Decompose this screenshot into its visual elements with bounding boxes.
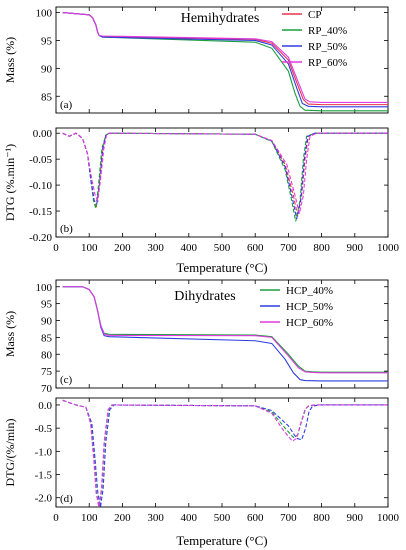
y-tick-label: 75 — [41, 366, 53, 378]
y-tick-label: -0.20 — [29, 232, 52, 244]
series-line-rp-60- — [62, 132, 388, 214]
y-axis-label: DTG (%.min⁻¹) — [3, 144, 17, 221]
x-tick-label: 100 — [81, 242, 98, 254]
x-tick-label: 900 — [347, 242, 364, 254]
x-tick-label: 1000 — [377, 512, 400, 524]
x-tick-label: 200 — [114, 242, 131, 254]
x-tick-label: 900 — [347, 512, 364, 524]
x-tick-label: 0 — [53, 512, 59, 524]
x-tick-label: 300 — [147, 242, 164, 254]
panel-label: (c) — [60, 374, 73, 386]
series-line-rp-50- — [62, 132, 388, 219]
legend-label: HCP_40% — [286, 285, 333, 297]
y-tick-label: 95 — [41, 299, 53, 311]
y-tick-label: 0.00 — [33, 128, 53, 140]
y-tick-label: 85 — [41, 332, 53, 344]
plot-frame-3 — [55, 397, 389, 508]
y-tick-label: -0.15 — [29, 206, 52, 218]
y-tick-label: 0.0 — [38, 400, 52, 412]
legend-label: RP_60% — [308, 57, 347, 69]
x-axis-label: Temperature (°C) — [176, 260, 267, 275]
legend-label: RP_40% — [308, 25, 347, 37]
x-tick-label: 0 — [53, 242, 59, 254]
x-tick-label: 600 — [247, 242, 264, 254]
series-line-rp-40- — [62, 132, 388, 222]
panel-label: (b) — [60, 223, 73, 235]
y-tick-label: -0.10 — [29, 180, 52, 192]
series-line-rp-60- — [62, 12, 388, 103]
legend-label: RP_50% — [308, 41, 347, 53]
y-axis-label: Mass (%) — [3, 37, 17, 83]
series-line-hcp-50- — [62, 399, 388, 508]
y-tick-label: 90 — [41, 316, 53, 328]
y-tick-label: 80 — [41, 349, 53, 361]
y-axis-label: Mass (%) — [3, 311, 17, 357]
series-line-hcp-60- — [62, 399, 388, 508]
y-tick-label: -1.5 — [35, 470, 53, 482]
y-axis-label: DTG/(%/min) — [3, 419, 17, 487]
x-tick-label: 200 — [114, 512, 131, 524]
x-tick-label: 600 — [247, 512, 264, 524]
x-tick-label: 500 — [214, 512, 231, 524]
x-tick-label: 100 — [81, 512, 98, 524]
y-tick-label: 95 — [41, 35, 53, 47]
y-tick-label: 70 — [41, 383, 53, 395]
y-tick-label: -2.0 — [35, 493, 53, 505]
x-tick-label: 700 — [280, 512, 297, 524]
y-tick-label: -0.5 — [35, 423, 53, 435]
legend-label: HCP_60% — [286, 317, 333, 329]
y-tick-label: 100 — [36, 282, 53, 294]
x-tick-label: 1000 — [377, 242, 400, 254]
series-line-hcp-60- — [62, 286, 388, 374]
y-tick-label: -0.05 — [29, 154, 52, 166]
panel-label: (d) — [60, 493, 73, 505]
legend-label: CP — [308, 9, 321, 21]
x-tick-label: 500 — [214, 242, 231, 254]
panel-label: (a) — [60, 99, 73, 111]
legend-label: HCP_50% — [286, 301, 333, 313]
panel-title: Dihydrates — [174, 289, 235, 304]
y-tick-label: 100 — [36, 8, 53, 20]
x-axis-label: Temperature (°C) — [176, 533, 267, 548]
series-line-cp — [62, 132, 388, 217]
x-tick-label: 400 — [181, 242, 198, 254]
x-tick-label: 300 — [147, 512, 164, 524]
x-tick-label: 800 — [313, 512, 330, 524]
x-tick-label: 700 — [280, 242, 297, 254]
y-tick-label: 85 — [41, 91, 53, 103]
y-tick-label: 90 — [41, 63, 53, 75]
y-tick-label: -1.0 — [35, 446, 53, 458]
x-tick-label: 800 — [313, 242, 330, 254]
series-line-hcp-40- — [62, 399, 388, 508]
plot-frame-1 — [55, 127, 389, 238]
panel-title: Hemihydrates — [181, 11, 260, 26]
x-tick-label: 400 — [181, 512, 198, 524]
